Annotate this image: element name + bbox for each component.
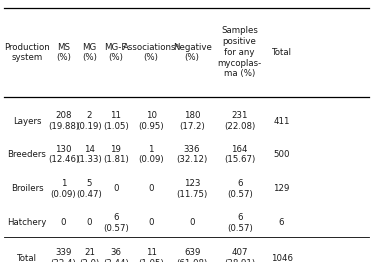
- Text: 1046: 1046: [271, 254, 292, 262]
- Text: 208
(19.88): 208 (19.88): [48, 111, 79, 131]
- Text: 14
(1.33): 14 (1.33): [76, 145, 103, 165]
- Text: 0: 0: [61, 218, 66, 227]
- Text: 6
(0.57): 6 (0.57): [227, 179, 253, 199]
- Text: 0: 0: [189, 218, 195, 227]
- Text: 407
(38.91): 407 (38.91): [224, 248, 255, 262]
- Text: 0: 0: [113, 184, 118, 193]
- Text: Broilers: Broilers: [11, 184, 43, 193]
- Text: 11
(1.05): 11 (1.05): [103, 111, 129, 131]
- Text: 129: 129: [273, 184, 290, 193]
- Text: 0: 0: [87, 218, 92, 227]
- Text: 0: 0: [148, 218, 154, 227]
- Text: Breeders: Breeders: [7, 150, 47, 159]
- Text: 11
(1.05): 11 (1.05): [138, 248, 164, 262]
- Text: 231
(22.08): 231 (22.08): [224, 111, 255, 131]
- Text: 6: 6: [279, 218, 284, 227]
- Text: 10
(0.95): 10 (0.95): [138, 111, 164, 131]
- Text: Associationsᵃ
(%): Associationsᵃ (%): [123, 42, 179, 62]
- Text: 21
(2.0): 21 (2.0): [79, 248, 100, 262]
- Text: 180
(17.2): 180 (17.2): [179, 111, 205, 131]
- Text: 36
(3.44): 36 (3.44): [103, 248, 129, 262]
- Text: 130
(12.46): 130 (12.46): [48, 145, 79, 165]
- Text: 6
(0.57): 6 (0.57): [103, 213, 129, 233]
- Text: 639
(61.08): 639 (61.08): [176, 248, 208, 262]
- Text: 1
(0.09): 1 (0.09): [138, 145, 164, 165]
- Text: 6
(0.57): 6 (0.57): [227, 213, 253, 233]
- Text: MG-F
(%): MG-F (%): [104, 42, 127, 62]
- Text: Total: Total: [17, 254, 37, 262]
- Text: 411: 411: [273, 117, 290, 126]
- Text: Samples
positive
for any
mycoplas-
ma (%): Samples positive for any mycoplas- ma (%…: [217, 26, 262, 78]
- Text: 164
(15.67): 164 (15.67): [224, 145, 255, 165]
- Text: Hatchery: Hatchery: [7, 218, 47, 227]
- Text: 336
(32.12): 336 (32.12): [176, 145, 208, 165]
- Text: 5
(0.47): 5 (0.47): [76, 179, 103, 199]
- Text: Total: Total: [272, 48, 292, 57]
- Text: 2
(0.19): 2 (0.19): [77, 111, 102, 131]
- Text: 500: 500: [273, 150, 290, 159]
- Text: Production
system: Production system: [4, 42, 50, 62]
- Text: 1
(0.09): 1 (0.09): [51, 179, 76, 199]
- Text: 339
(32.4): 339 (32.4): [50, 248, 76, 262]
- Text: 123
(11.75): 123 (11.75): [176, 179, 208, 199]
- Text: 0: 0: [148, 184, 154, 193]
- Text: Negative
(%): Negative (%): [173, 42, 211, 62]
- Text: 19
(1.81): 19 (1.81): [103, 145, 129, 165]
- Text: MG
(%): MG (%): [82, 42, 97, 62]
- Text: MS
(%): MS (%): [56, 42, 71, 62]
- Text: Layers: Layers: [13, 117, 41, 126]
